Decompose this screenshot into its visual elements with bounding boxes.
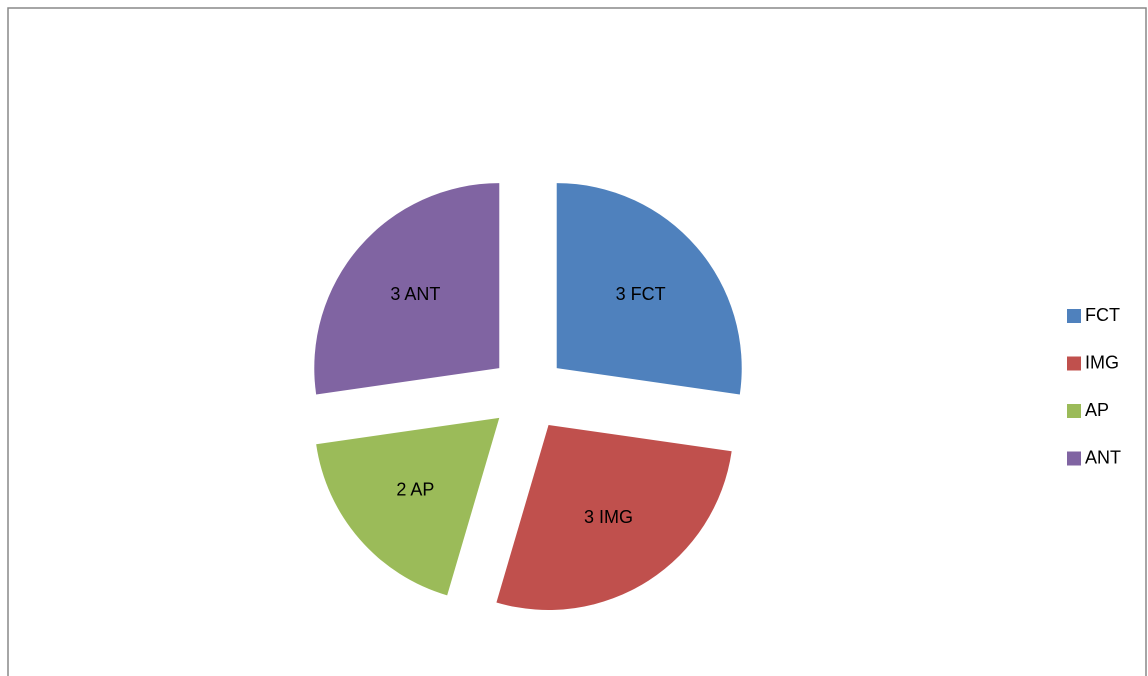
data-label: 3 FCT	[616, 284, 666, 304]
legend-swatch	[1067, 404, 1081, 418]
data-label: 3 ANT	[390, 284, 440, 304]
pie-slice	[316, 417, 500, 596]
legend-label: AP	[1085, 400, 1109, 420]
legend-swatch	[1067, 309, 1081, 323]
data-label: 3 IMG	[584, 507, 633, 527]
legend-label: IMG	[1085, 352, 1119, 372]
legend-swatch	[1067, 451, 1081, 466]
pie-slice	[314, 183, 500, 395]
legend-swatch	[1067, 356, 1081, 371]
pie-slice	[556, 183, 742, 395]
legend-label: FCT	[1085, 305, 1120, 325]
pie-slice	[496, 424, 732, 610]
legend-label: ANT	[1085, 447, 1121, 467]
data-label: 2 AP	[396, 479, 434, 499]
